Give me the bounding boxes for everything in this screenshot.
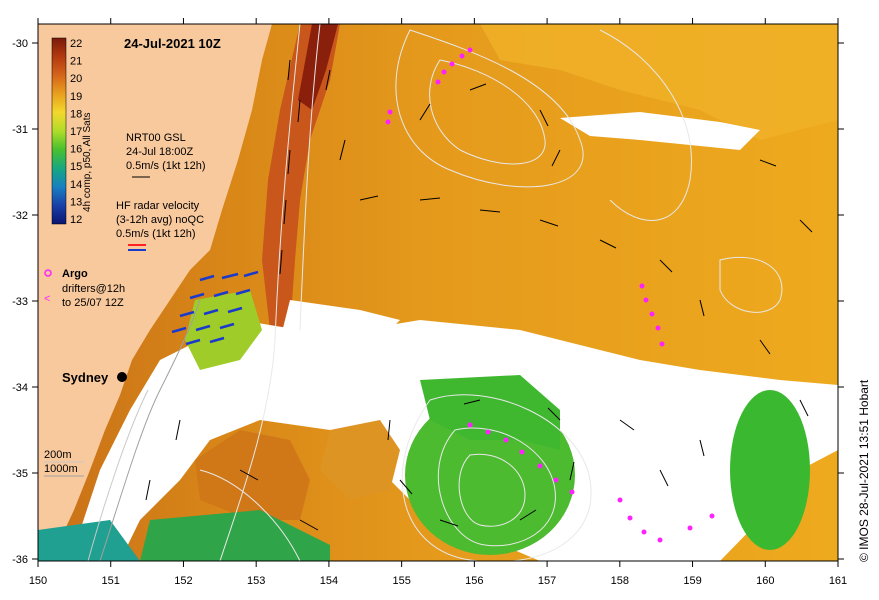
x-tick-label: 157 [538,575,556,587]
x-tick-label: 153 [247,575,265,587]
x-tick-label: 152 [174,575,192,587]
colorbar-scale [51,37,67,225]
drifters-label-2: to 25/07 12Z [62,297,124,309]
bathy-1000m [99,299,201,561]
hf-radar-arrows [171,270,259,346]
map-field [38,24,838,561]
x-tick-label: 158 [611,575,629,587]
bathy-200m-label: 200m [44,449,72,461]
cold-patch-east [730,390,810,550]
warm-patch-2 [320,420,400,500]
map-title: 24-Jul-2021 10Z [124,36,221,51]
x-tick-label: 155 [392,575,410,587]
colorbar-tick-label: 21 [70,56,82,68]
hf-legend-line-3: 0.5m/s (1kt 12h) [116,228,195,240]
colorbar-tick-label: 15 [70,161,82,173]
warm-core [298,24,338,110]
cold-eddy-north [420,375,560,450]
x-tick-label: 150 [29,575,47,587]
hf-legend-line-1: HF radar velocity [116,200,200,212]
y-tick-label: -31 [12,124,28,136]
cloud-patch [560,112,760,150]
bathy-200m [87,389,149,561]
x-tick-label: 160 [756,575,774,587]
colorbar-label: 4h comp, p50, All Sats [82,112,93,212]
argo-label: Argo [62,268,88,280]
colorbar-tick-label: 12 [70,214,82,226]
plot-frame [37,23,839,562]
coastal-teal [38,520,140,561]
x-axis: 150 151 152 153 154 155 156 157 158 159 160 161 [29,18,847,587]
ssh-contours [199,24,783,561]
y-tick-label: -34 [12,382,28,394]
coastal-cold [140,510,330,561]
colorbar-tick-label: 22 [70,38,82,50]
velocity-vectors [145,59,813,531]
coastal-green [185,290,262,370]
colorbar-tick-label: 13 [70,196,82,208]
x-tick-label: 159 [683,575,701,587]
y-tick-label: -33 [12,296,28,308]
cloud-patch-2 [280,300,400,345]
x-tick-label: 156 [465,575,483,587]
colorbar-tick-label: 17 [70,126,82,138]
warm-patch [195,430,310,520]
x-tick-label: 161 [829,575,847,587]
hf-legend-line-2: (3-12h avg) noQC [116,214,204,226]
colorbar-tick-label: 18 [70,108,82,120]
colorbar [51,37,67,225]
x-tick-label: 154 [320,575,338,587]
y-tick-label: -35 [12,468,28,480]
gsl-legend-line-2: 24-Jul 18:00Z [126,146,194,158]
colorbar-ticks: 22 21 20 19 18 17 16 15 14 13 12 [70,38,82,226]
x-tick-label: 151 [102,575,120,587]
gsl-legend-line-1: NRT00 GSL [126,132,186,144]
city-label: Sydney [62,370,109,385]
y-tick-label: -32 [12,210,28,222]
colorbar-tick-label: 20 [70,73,82,85]
sydney-marker [117,372,127,382]
y-tick-label: -36 [12,554,28,566]
y-tick-label: -30 [12,38,28,50]
credit-label: © IMOS 28-Jul-2021 13:51 Hobart [857,379,871,562]
argo-symbol [44,269,52,277]
bathy-1000m-label: 1000m [44,463,78,475]
yellow-region [480,24,838,140]
drifters-label-1: drifters@12h [62,283,125,295]
land [38,24,272,561]
y-axis: -30 -31 -32 -33 -34 -35 -36 [12,38,844,566]
colorbar-tick-label: 16 [70,144,82,156]
drifter-tracks [385,47,715,543]
drifter-symbol: < [44,293,50,305]
gsl-legend-line-3: 0.5m/s (1kt 12h) [126,160,205,172]
colorbar-tick-label: 19 [70,91,82,103]
colorbar-tick-label: 14 [70,179,82,191]
